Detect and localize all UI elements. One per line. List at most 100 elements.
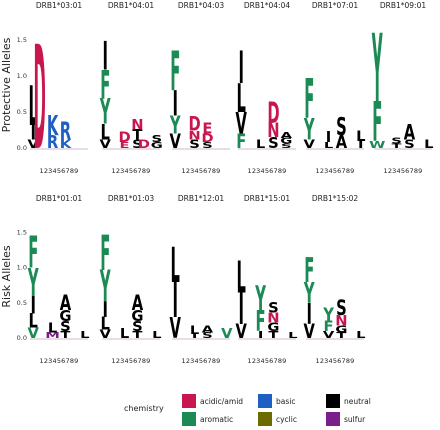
legend-label: sulfur: [344, 414, 366, 424]
logo-letter: I: [326, 129, 331, 146]
logo-letter: T: [132, 329, 143, 341]
logo-letter: D: [118, 131, 130, 146]
legend-label: basic: [276, 396, 296, 406]
logo-letter: A: [336, 132, 348, 153]
logo-letter: S: [336, 296, 347, 320]
logo-letter: V: [28, 138, 40, 151]
logo-letter: I: [306, 299, 311, 332]
logo-letter: R: [47, 132, 59, 153]
logo-letter: I: [172, 84, 177, 124]
position-axis-labels: 123456789: [39, 357, 78, 365]
logo-letter: Y: [255, 280, 267, 319]
logo-letter: I: [172, 274, 177, 329]
logo-letter: T: [60, 329, 71, 341]
chemistry-legend: chemistry acidic/amid basic neutral aromati…: [120, 392, 440, 428]
logo-letter: S: [404, 138, 415, 151]
panel-title: DRB1*07:01: [312, 1, 358, 10]
panel-title: DRB1*09:01: [380, 1, 426, 10]
logo-letter: E: [120, 141, 130, 150]
y-tick-label: 0.5: [17, 108, 27, 116]
logo-letter: S: [60, 320, 71, 335]
logo-letter: S: [132, 320, 143, 335]
position-axis-labels: 123456789: [315, 357, 354, 365]
logo-letter: N: [188, 130, 200, 143]
logo-letter: V: [100, 138, 112, 151]
logo-letter: G: [335, 323, 347, 335]
logo-letter: E: [202, 121, 212, 138]
logo-letter: L: [152, 329, 161, 341]
y-tick-label: 1.5: [17, 36, 27, 44]
y-tick-label: 1.0: [17, 264, 27, 272]
legend-item: sulfur: [326, 412, 365, 426]
logo-letter: A: [202, 323, 214, 335]
logo-panel: DRB1*09:01 WFY TS SA L 123456789: [369, 1, 434, 175]
logo-letter: T: [132, 128, 142, 143]
y-tick-label: 1.5: [17, 229, 27, 237]
logo-letter: S: [268, 300, 279, 317]
logo-letter: Y: [27, 260, 39, 305]
logo-letter: S: [281, 143, 292, 150]
y-tick-label: 0.0: [17, 334, 27, 342]
legend-item: neutral: [326, 394, 371, 408]
position-axis-labels: 123456789: [111, 167, 150, 175]
legend-title: chemistry: [124, 404, 164, 413]
logo-letter: T: [268, 329, 279, 341]
y-tick-label: 1.0: [17, 72, 27, 80]
logo-letter: Y: [372, 15, 383, 124]
legend-label: acidic/amid: [200, 396, 244, 406]
logo-letter: T: [336, 331, 346, 340]
position-axis-labels: 123456789: [181, 357, 220, 365]
logo-letter: I: [192, 333, 197, 340]
logo-letter: S: [202, 141, 213, 150]
logo-letter: N: [267, 311, 279, 326]
logo-letter: Y: [169, 111, 181, 140]
logo-letter: L: [324, 141, 334, 150]
logo-letter: I: [30, 290, 35, 319]
logo-letter: L: [29, 76, 38, 139]
logo-letter: N: [267, 120, 279, 143]
logo-letter: L: [237, 76, 246, 122]
logo-letter: K: [47, 110, 59, 142]
logo-letter: G: [59, 307, 71, 325]
logo-letter: L: [356, 129, 365, 144]
logo-letter: L: [171, 238, 180, 293]
panel-title: DRB1*01:03: [108, 194, 154, 203]
logo-letter: L: [288, 331, 298, 340]
logo-letter: S: [268, 135, 279, 152]
logo-letter: V: [323, 329, 335, 341]
logo-letter: V: [304, 321, 316, 343]
logo-letter: D: [138, 138, 150, 151]
y-tick-label: 0.5: [17, 299, 27, 307]
logo-letter: I: [358, 139, 363, 151]
legend-swatch: [258, 412, 272, 426]
position-axis-labels: 123456789: [247, 167, 286, 175]
logo-letter: I: [238, 284, 243, 335]
logo-letter: F: [324, 318, 334, 335]
logo-letter: L: [237, 252, 246, 303]
logo-letter: L: [424, 138, 434, 151]
logo-letter: L: [356, 329, 365, 341]
panel-title: DRB1*12:01: [178, 194, 224, 203]
panel-title: DRB1*15:01: [244, 194, 290, 203]
legend-swatch: [326, 412, 340, 426]
legend-label: aromatic: [200, 414, 234, 424]
legend-label: neutral: [344, 396, 371, 406]
row-label: Risk Alleles: [0, 245, 13, 308]
position-axis-labels: 123456789: [315, 167, 354, 175]
position-axis-labels: 123456789: [383, 167, 422, 175]
logo-letter: A: [404, 121, 416, 146]
position-axis-labels: 123456789: [247, 357, 286, 365]
logo-letter: A: [60, 291, 72, 315]
logo-letter: V: [304, 138, 316, 151]
legend-swatch: [182, 412, 196, 426]
logo-letter: S: [132, 138, 143, 151]
logo-letter: L: [190, 324, 200, 337]
logo-letter: I: [258, 329, 263, 341]
logo-letter: Y: [303, 112, 315, 147]
